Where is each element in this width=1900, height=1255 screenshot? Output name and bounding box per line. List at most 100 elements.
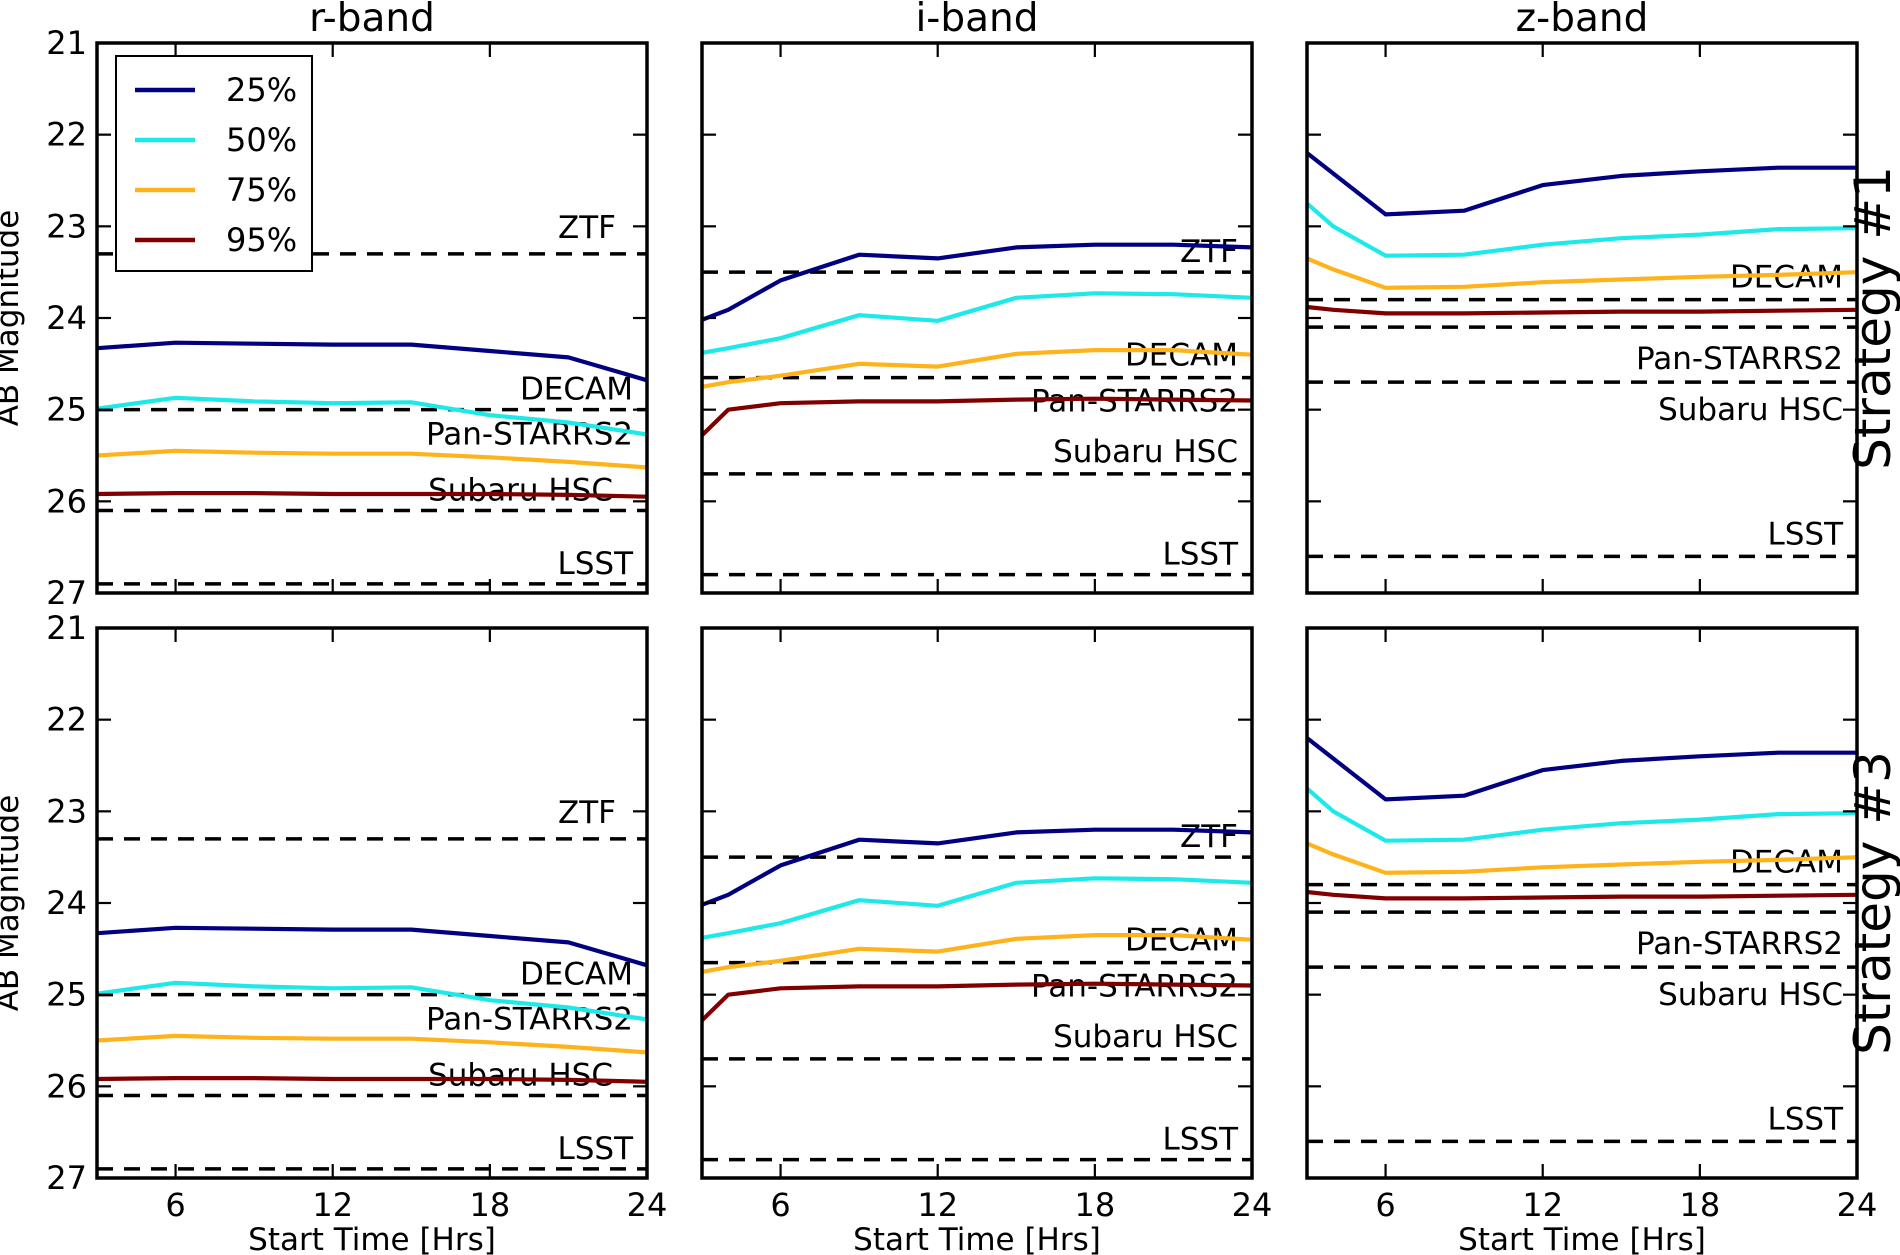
x-tick-label: 24 <box>627 1186 668 1224</box>
reference-label-lsst: LSST <box>1162 1122 1239 1158</box>
x-tick-label: 12 <box>312 1186 353 1224</box>
series-line-95pct <box>700 396 1253 437</box>
reference-label-decam: DECAM <box>520 372 633 408</box>
series-line-25pct <box>96 340 648 383</box>
x-tick-label: 18 <box>1074 1186 1115 1224</box>
reference-label-subaru-hsc: Subaru HSC <box>1053 1019 1238 1055</box>
legend: 25% 50% 75% 95% <box>115 55 313 272</box>
reference-label-pan-starrs2: Pan-STARRS2 <box>1636 926 1843 962</box>
series-line-95pct <box>1306 889 1858 901</box>
series-line-50pct <box>96 395 648 437</box>
panel-r-band-strategy-3: ZTF DECAM Pan-STARRS2 Subaru HSC LSST 6 12 18 24… <box>0 609 667 1255</box>
series-line-25pct <box>96 925 648 968</box>
series-line-75pct <box>1306 841 1858 875</box>
plot-frame <box>700 626 1254 1180</box>
legend-entry: 25% <box>226 71 297 109</box>
y-axis-label: AB Magnitude <box>0 795 26 1012</box>
y-tick-label: 23 <box>46 207 87 245</box>
y-tick-label: 26 <box>46 1067 87 1105</box>
x-axis-label: Start Time [Hrs] <box>853 1222 1101 1255</box>
x-tick-label: 24 <box>1837 1186 1878 1224</box>
y-tick-label: 26 <box>46 482 87 520</box>
legend-entry: 75% <box>226 171 297 209</box>
series-line-75pct <box>96 448 648 470</box>
reference-label-decam: DECAM <box>1125 923 1238 959</box>
y-tick-label: 25 <box>46 391 87 429</box>
y-tick-label: 21 <box>46 24 87 62</box>
series-line-95pct <box>96 1075 648 1084</box>
reference-label-lsst: LSST <box>557 546 634 582</box>
y-tick-label: 24 <box>46 299 87 337</box>
series-line-75pct <box>701 348 1253 389</box>
reference-label-lsst: LSST <box>557 1131 634 1167</box>
panel-r-band-strategy-1: ZTF DECAM Pan-STARRS2 Subaru HSC LSST 21 22 23 2… <box>0 0 649 612</box>
series-line-50pct <box>1305 786 1858 843</box>
legend-entry: 95% <box>226 221 297 259</box>
x-tick-label: 12 <box>1522 1186 1563 1224</box>
series-line-50pct <box>701 876 1253 940</box>
reference-label-subaru-hsc: Subaru HSC <box>428 473 613 509</box>
legend-entry: 50% <box>226 121 297 159</box>
x-tick-label: 6 <box>165 1186 185 1224</box>
reference-label-decam: DECAM <box>1125 338 1238 374</box>
x-axis-label: Start Time [Hrs] <box>248 1222 496 1255</box>
reference-label-ztf: ZTF <box>1180 234 1238 270</box>
reference-label-lsst: LSST <box>1767 516 1844 552</box>
reference-label-ztf: ZTF <box>1180 819 1238 855</box>
series-line-25pct <box>701 827 1253 907</box>
series-line-75pct <box>701 932 1253 974</box>
reference-label-subaru-hsc: Subaru HSC <box>1053 434 1238 470</box>
column-title: z-band <box>1516 0 1649 41</box>
column-title: r-band <box>309 0 435 41</box>
x-tick-label: 18 <box>469 1186 510 1224</box>
reference-label-ztf: ZTF <box>558 795 616 831</box>
y-tick-label: 23 <box>46 792 87 830</box>
series-line-95pct <box>700 981 1253 1022</box>
series-line-25pct <box>701 242 1253 322</box>
series-line-75pct <box>1306 256 1858 290</box>
reference-label-lsst: LSST <box>1767 1101 1844 1137</box>
plot-frame <box>700 41 1254 595</box>
series-line-75pct <box>96 1033 648 1055</box>
column-title: i-band <box>915 0 1038 41</box>
reference-label-subaru-hsc: Subaru HSC <box>428 1058 613 1094</box>
row-label: Strategy #3 <box>1844 751 1900 1055</box>
x-tick-label: 24 <box>1232 1186 1273 1224</box>
reference-label-pan-starrs2: Pan-STARRS2 <box>426 1002 633 1038</box>
y-axis-label: AB Magnitude <box>0 210 26 427</box>
series-line-25pct <box>1305 151 1857 217</box>
y-tick-label: 27 <box>46 1159 87 1197</box>
reference-label-decam: DECAM <box>520 957 633 993</box>
x-tick-label: 6 <box>770 1186 790 1224</box>
reference-label-pan-starrs2: Pan-STARRS2 <box>1636 341 1843 377</box>
series-line-50pct <box>701 291 1253 355</box>
series-line-25pct <box>1305 736 1857 802</box>
y-tick-label: 25 <box>46 976 87 1014</box>
y-tick-label: 27 <box>46 574 87 612</box>
reference-label-subaru-hsc: Subaru HSC <box>1658 977 1843 1013</box>
row-label: Strategy #1 <box>1844 166 1900 470</box>
x-axis-label: Start Time [Hrs] <box>1458 1222 1706 1255</box>
plot-frame <box>1305 626 1859 1180</box>
y-tick-label: 22 <box>46 701 87 739</box>
x-tick-label: 6 <box>1375 1186 1395 1224</box>
series-line-95pct <box>96 491 648 499</box>
series-line-50pct <box>1305 201 1858 258</box>
reference-label-pan-starrs2: Pan-STARRS2 <box>426 417 633 453</box>
reference-label-subaru-hsc: Subaru HSC <box>1658 392 1843 428</box>
y-tick-label: 21 <box>46 609 87 647</box>
x-tick-label: 12 <box>917 1186 958 1224</box>
y-tick-label: 24 <box>46 884 87 922</box>
series-line-95pct <box>1306 304 1858 316</box>
plot-frame <box>1305 41 1859 595</box>
reference-label-ztf: ZTF <box>558 210 616 246</box>
y-tick-label: 22 <box>46 116 87 154</box>
x-tick-label: 18 <box>1679 1186 1720 1224</box>
series-line-50pct <box>96 980 648 1022</box>
reference-label-lsst: LSST <box>1162 537 1239 573</box>
